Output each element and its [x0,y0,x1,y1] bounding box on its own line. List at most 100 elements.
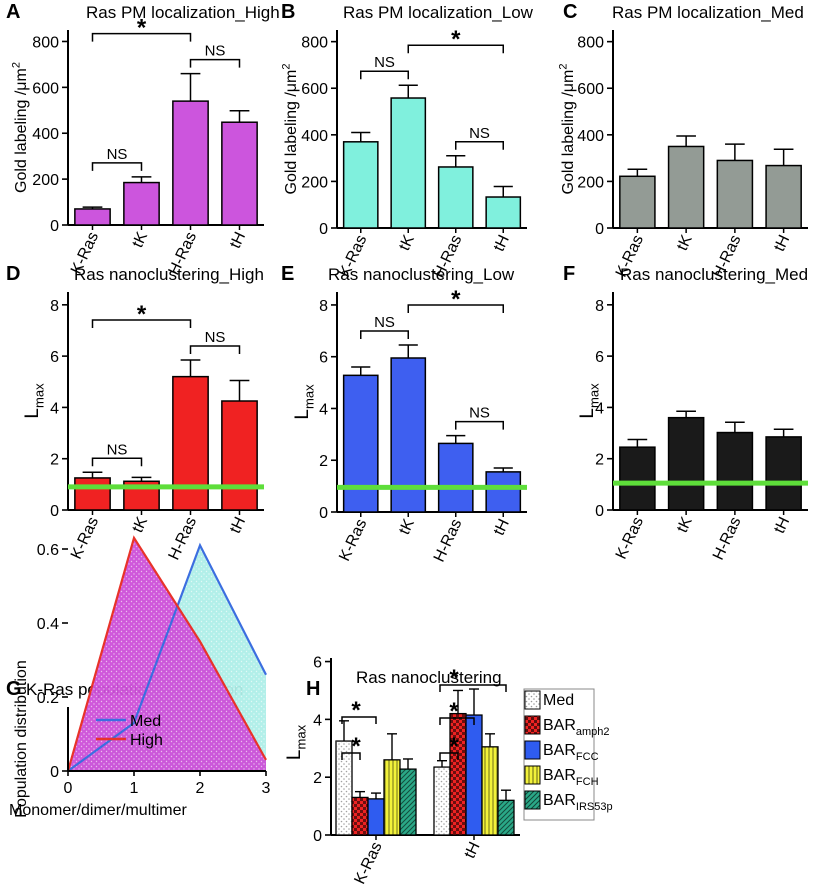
legend-label: BARFCH [543,767,599,788]
y-tick-label: 800 [301,35,328,52]
significance-bracket [91,457,143,467]
bar [367,798,385,836]
bar [485,196,522,229]
significance-bracket [91,162,143,171]
y-tick-label: 8 [50,298,59,315]
y-tick-label: 6 [319,350,328,367]
bar-texture [384,759,400,835]
panel-label: G [6,678,22,700]
significance-bracket [439,752,459,760]
bar-texture [400,769,416,835]
y-tick-label: 0.4 [37,616,59,633]
chart-title: Ras nanoclustering_High [74,265,264,284]
bar [765,436,802,511]
y-tick-label: 800 [577,35,604,52]
y-tick-label: 2 [319,453,328,470]
bar [74,208,111,226]
y-tick-label: 400 [577,128,604,145]
chart-title: Ras PM localization_Med [612,3,804,22]
x-tick-label: tK [129,229,151,250]
bar [221,400,258,511]
bar [123,181,160,226]
y-axis-label: Gold labeling /μm2 [558,64,577,195]
y-tick-label: 4 [595,400,604,417]
bar-texture [434,767,450,835]
y-tick-label: 0 [319,221,328,238]
significance-label: NS [374,54,395,71]
legend-swatch [524,740,541,760]
bar [667,145,705,229]
y-axis-label: Lmax [22,383,47,419]
legend-swatch-texture [525,716,540,734]
y-axis-label-main: L [577,408,598,419]
x-axis-label: Monomer/dimer/multimer [9,802,187,819]
legend-swatch-texture [525,766,540,784]
x-tick-label: tH [227,230,249,252]
panel-D: D Ras nanoclustering_High Lmax 0 2 4 6 8 K-Ras tK… [6,263,264,563]
legend-box [523,688,595,821]
bar-texture [450,713,466,835]
y-axis-label-main: L [22,408,43,419]
y-axis-label-main: Gold labeling /μm [283,70,300,195]
x-tick-label: 1 [130,780,139,797]
significance-bracket [455,141,504,150]
panel-label: H [306,678,320,700]
bar [465,714,483,836]
y-axis-label-main: L [292,409,313,420]
significance-bracket [91,32,192,42]
x-tick-label: tH [771,515,793,537]
significance-bracket [189,345,241,354]
significance-bracket [189,58,241,68]
significance-label: * [451,26,461,53]
legend-label-sub: FCC [576,751,599,763]
y-tick-label: 0.2 [37,690,59,707]
y-axis-label-sup: 2 [11,62,23,68]
x-tick-label: tK [396,232,418,253]
bar [390,97,427,229]
legend-label: High [130,732,163,749]
y-tick-label: 600 [32,80,59,97]
panel-H: H Ras nanoclustering 0 2 4 6 Lmax K-Ras tH * * * * * M… [284,655,613,885]
y-tick-label: 4 [319,401,328,418]
bar [485,471,522,513]
significance-label: * [351,697,361,724]
y-tick-label: 0 [595,503,604,520]
y-tick-label: 0 [50,218,59,235]
y-tick-label: 0 [319,505,328,522]
y-axis-label-sub: max [587,383,602,408]
panel-G: GK-Ras population distribution00.20.40.6… [6,535,271,819]
significance-label: NS [374,314,395,331]
bar [716,431,754,511]
y-axis-label-sub: max [32,383,47,408]
legend-swatch-texture [525,791,540,809]
significance-label: * [137,15,147,42]
legend-label-main: BAR [543,742,576,759]
bar [619,175,656,229]
panel-label: E [281,263,294,285]
y-tick-label: 2 [313,770,322,787]
bar [667,416,705,511]
significance-label: NS [205,329,226,346]
significance-bracket [407,304,504,314]
panel-label: D [6,263,20,285]
legend-label: BARFCC [543,742,599,763]
y-tick-label: 800 [32,34,59,51]
significance-label: NS [107,146,128,163]
y-axis-label-sub: max [294,724,309,749]
y-tick-label: 0 [50,503,59,520]
y-axis-label-sub: max [302,384,317,409]
significance-label: * [451,286,461,313]
bar [716,159,754,229]
x-tick-label: K-Ras [351,840,385,885]
significance-bracket [341,716,377,724]
y-tick-label: 4 [313,712,322,729]
y-axis-label-sup: 2 [558,64,570,70]
legend-label: BARamph2 [543,717,610,738]
y-axis-label-main: L [284,749,305,760]
panel-C: C Ras PM localization_Med Gold labeling /μ… [558,1,808,281]
legend-label-sub: FCH [576,776,599,788]
y-axis-label: Lmax [284,724,309,760]
chart-title: Ras PM localization_High [86,3,280,22]
y-tick-label: 2 [595,452,604,469]
bar [342,374,379,513]
